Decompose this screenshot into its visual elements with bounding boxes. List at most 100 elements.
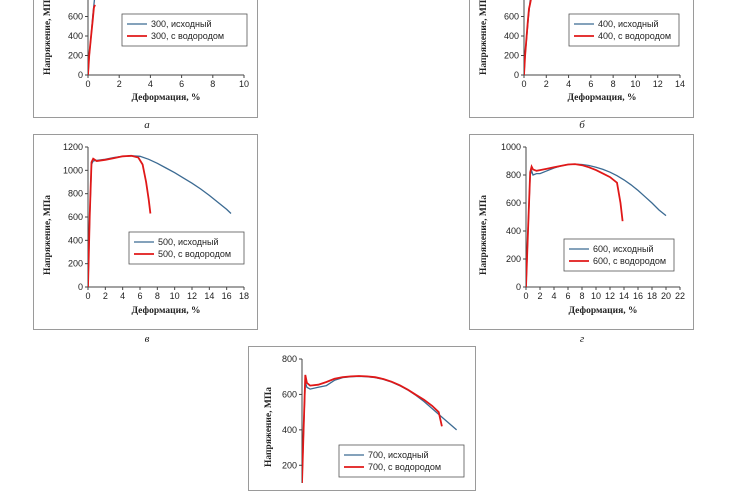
y-tick-label: 0: [514, 70, 519, 80]
chart-panel-a: 0 200 400 600 800 0 2 4 6 8 10 Деформация, % Напряже…: [33, 0, 258, 118]
y-tick-label: 1000: [63, 165, 83, 175]
x-tick-label: 10: [170, 291, 180, 301]
chart-panel-d: 0 200 400 600 800 1000 0 2 4 6 8 10 12 14 16 18 20 22 Дефо…: [469, 134, 694, 330]
x-axis-label: Деформация, %: [569, 305, 638, 316]
x-tick-label: 18: [239, 291, 249, 301]
x-tick-label: 2: [537, 291, 542, 301]
legend-label: 300, исходный: [151, 19, 211, 29]
y-tick-label: 800: [506, 170, 521, 180]
x-tick-label: 16: [222, 291, 232, 301]
y-tick-label: 800: [68, 0, 83, 2]
x-tick-label: 6: [588, 79, 593, 89]
series-line-hydrogen: [524, 0, 532, 75]
x-tick-label: 12: [605, 291, 615, 301]
x-tick-label: 0: [521, 79, 526, 89]
caption-a: а: [144, 119, 150, 131]
x-tick-label: 8: [155, 291, 160, 301]
y-tick-label: 400: [282, 425, 297, 435]
y-tick-label: 600: [282, 389, 297, 399]
legend-label: 300, с водородом: [151, 31, 224, 41]
series-line-hydrogen: [526, 163, 624, 287]
y-tick-label: 1200: [63, 142, 83, 152]
y-tick-label: 600: [504, 12, 519, 22]
x-tick-label: 6: [565, 291, 570, 301]
y-tick-label: 400: [504, 31, 519, 41]
x-tick-label: 14: [675, 79, 685, 89]
chart-e-svg: 200 400 600 800 Напряжение, МПа 700, исходный…: [264, 354, 465, 483]
y-tick-label: 400: [68, 235, 83, 245]
x-tick-label: 14: [204, 291, 214, 301]
chart-panel-b: 0 200 400 600 800 0 2 4 6 8 10 12 14 Деформация, % Нап…: [469, 0, 694, 118]
legend-label: 400, исходный: [598, 19, 658, 29]
y-tick-label: 200: [504, 51, 519, 61]
x-tick-label: 4: [551, 291, 556, 301]
chart-c-svg: 0 200 400 600 800 1000 1200 0 2 4 6 8 10 12 14 16 18 Дефо…: [43, 142, 249, 316]
y-tick-label: 200: [506, 254, 521, 264]
y-tick-label: 400: [506, 226, 521, 236]
y-axis-label: Напряжение, МПа: [479, 0, 489, 75]
x-tick-label: 4: [120, 291, 125, 301]
y-tick-label: 600: [68, 212, 83, 222]
legend-label: 600, с водородом: [593, 256, 666, 266]
x-tick-label: 8: [611, 79, 616, 89]
y-tick-label: 800: [504, 0, 519, 2]
x-tick-label: 4: [148, 79, 153, 89]
y-tick-label: 0: [78, 70, 83, 80]
series-line-hydrogen: [88, 154, 152, 287]
x-tick-label: 14: [619, 291, 629, 301]
x-axis-label: Деформация, %: [132, 92, 201, 103]
chart-panel-e: 200 400 600 800 Напряжение, МПа 700, исходный…: [248, 346, 476, 491]
x-tick-label: 0: [523, 291, 528, 301]
x-tick-label: 4: [566, 79, 571, 89]
x-tick-label: 10: [239, 79, 249, 89]
x-tick-label: 2: [544, 79, 549, 89]
x-tick-label: 2: [103, 291, 108, 301]
y-tick-label: 0: [78, 282, 83, 292]
series-line-hydrogen: [302, 374, 443, 483]
legend-box: [563, 238, 675, 272]
x-tick-label: 22: [675, 291, 685, 301]
x-tick-label: 12: [653, 79, 663, 89]
series-line-original: [88, 155, 232, 287]
x-tick-label: 10: [630, 79, 640, 89]
x-tick-label: 18: [647, 291, 657, 301]
y-tick-label: 800: [282, 354, 297, 364]
x-tick-label: 8: [210, 79, 215, 89]
y-tick-label: 1000: [501, 142, 521, 152]
y-tick-label: 600: [68, 12, 83, 22]
x-tick-label: 6: [137, 291, 142, 301]
y-tick-label: 200: [68, 51, 83, 61]
y-axis-label: Напряжение, МПа: [43, 195, 53, 275]
y-tick-label: 200: [282, 460, 297, 470]
legend-label: 500, исходный: [158, 237, 218, 247]
y-axis-label: Напряжение, МПа: [479, 195, 489, 275]
x-tick-label: 6: [179, 79, 184, 89]
x-tick-label: 8: [579, 291, 584, 301]
legend-box: [128, 231, 245, 265]
y-tick-label: 0: [516, 282, 521, 292]
legend-label: 700, с водородом: [368, 462, 441, 472]
chart-panel-c: 0 200 400 600 800 1000 1200 0 2 4 6 8 10 12 14 16 18 Дефо…: [33, 134, 258, 330]
y-axis-label: Напряжение, МПа: [264, 387, 274, 467]
series-line-hydrogen: [88, 4, 96, 75]
legend-label: 500, с водородом: [158, 249, 231, 259]
caption-d: г: [579, 333, 585, 345]
x-tick-label: 12: [187, 291, 197, 301]
y-axis-label: Напряжение, МПа: [43, 0, 53, 75]
x-tick-label: 0: [85, 79, 90, 89]
x-tick-label: 20: [661, 291, 671, 301]
x-tick-label: 0: [85, 291, 90, 301]
x-axis-label: Деформация, %: [132, 305, 201, 316]
legend-box: [121, 13, 248, 47]
y-tick-label: 400: [68, 31, 83, 41]
x-tick-label: 10: [591, 291, 601, 301]
y-tick-label: 200: [68, 259, 83, 269]
caption-c: в: [144, 333, 150, 345]
chart-a-svg: 0 200 400 600 800 0 2 4 6 8 10 Деформация, % Напряже…: [43, 0, 249, 103]
legend-box: [338, 444, 465, 478]
y-tick-label: 800: [68, 189, 83, 199]
legend-box: [568, 13, 680, 47]
chart-b-svg: 0 200 400 600 800 0 2 4 6 8 10 12 14 Деформация, % Нап…: [479, 0, 685, 103]
x-tick-label: 16: [633, 291, 643, 301]
